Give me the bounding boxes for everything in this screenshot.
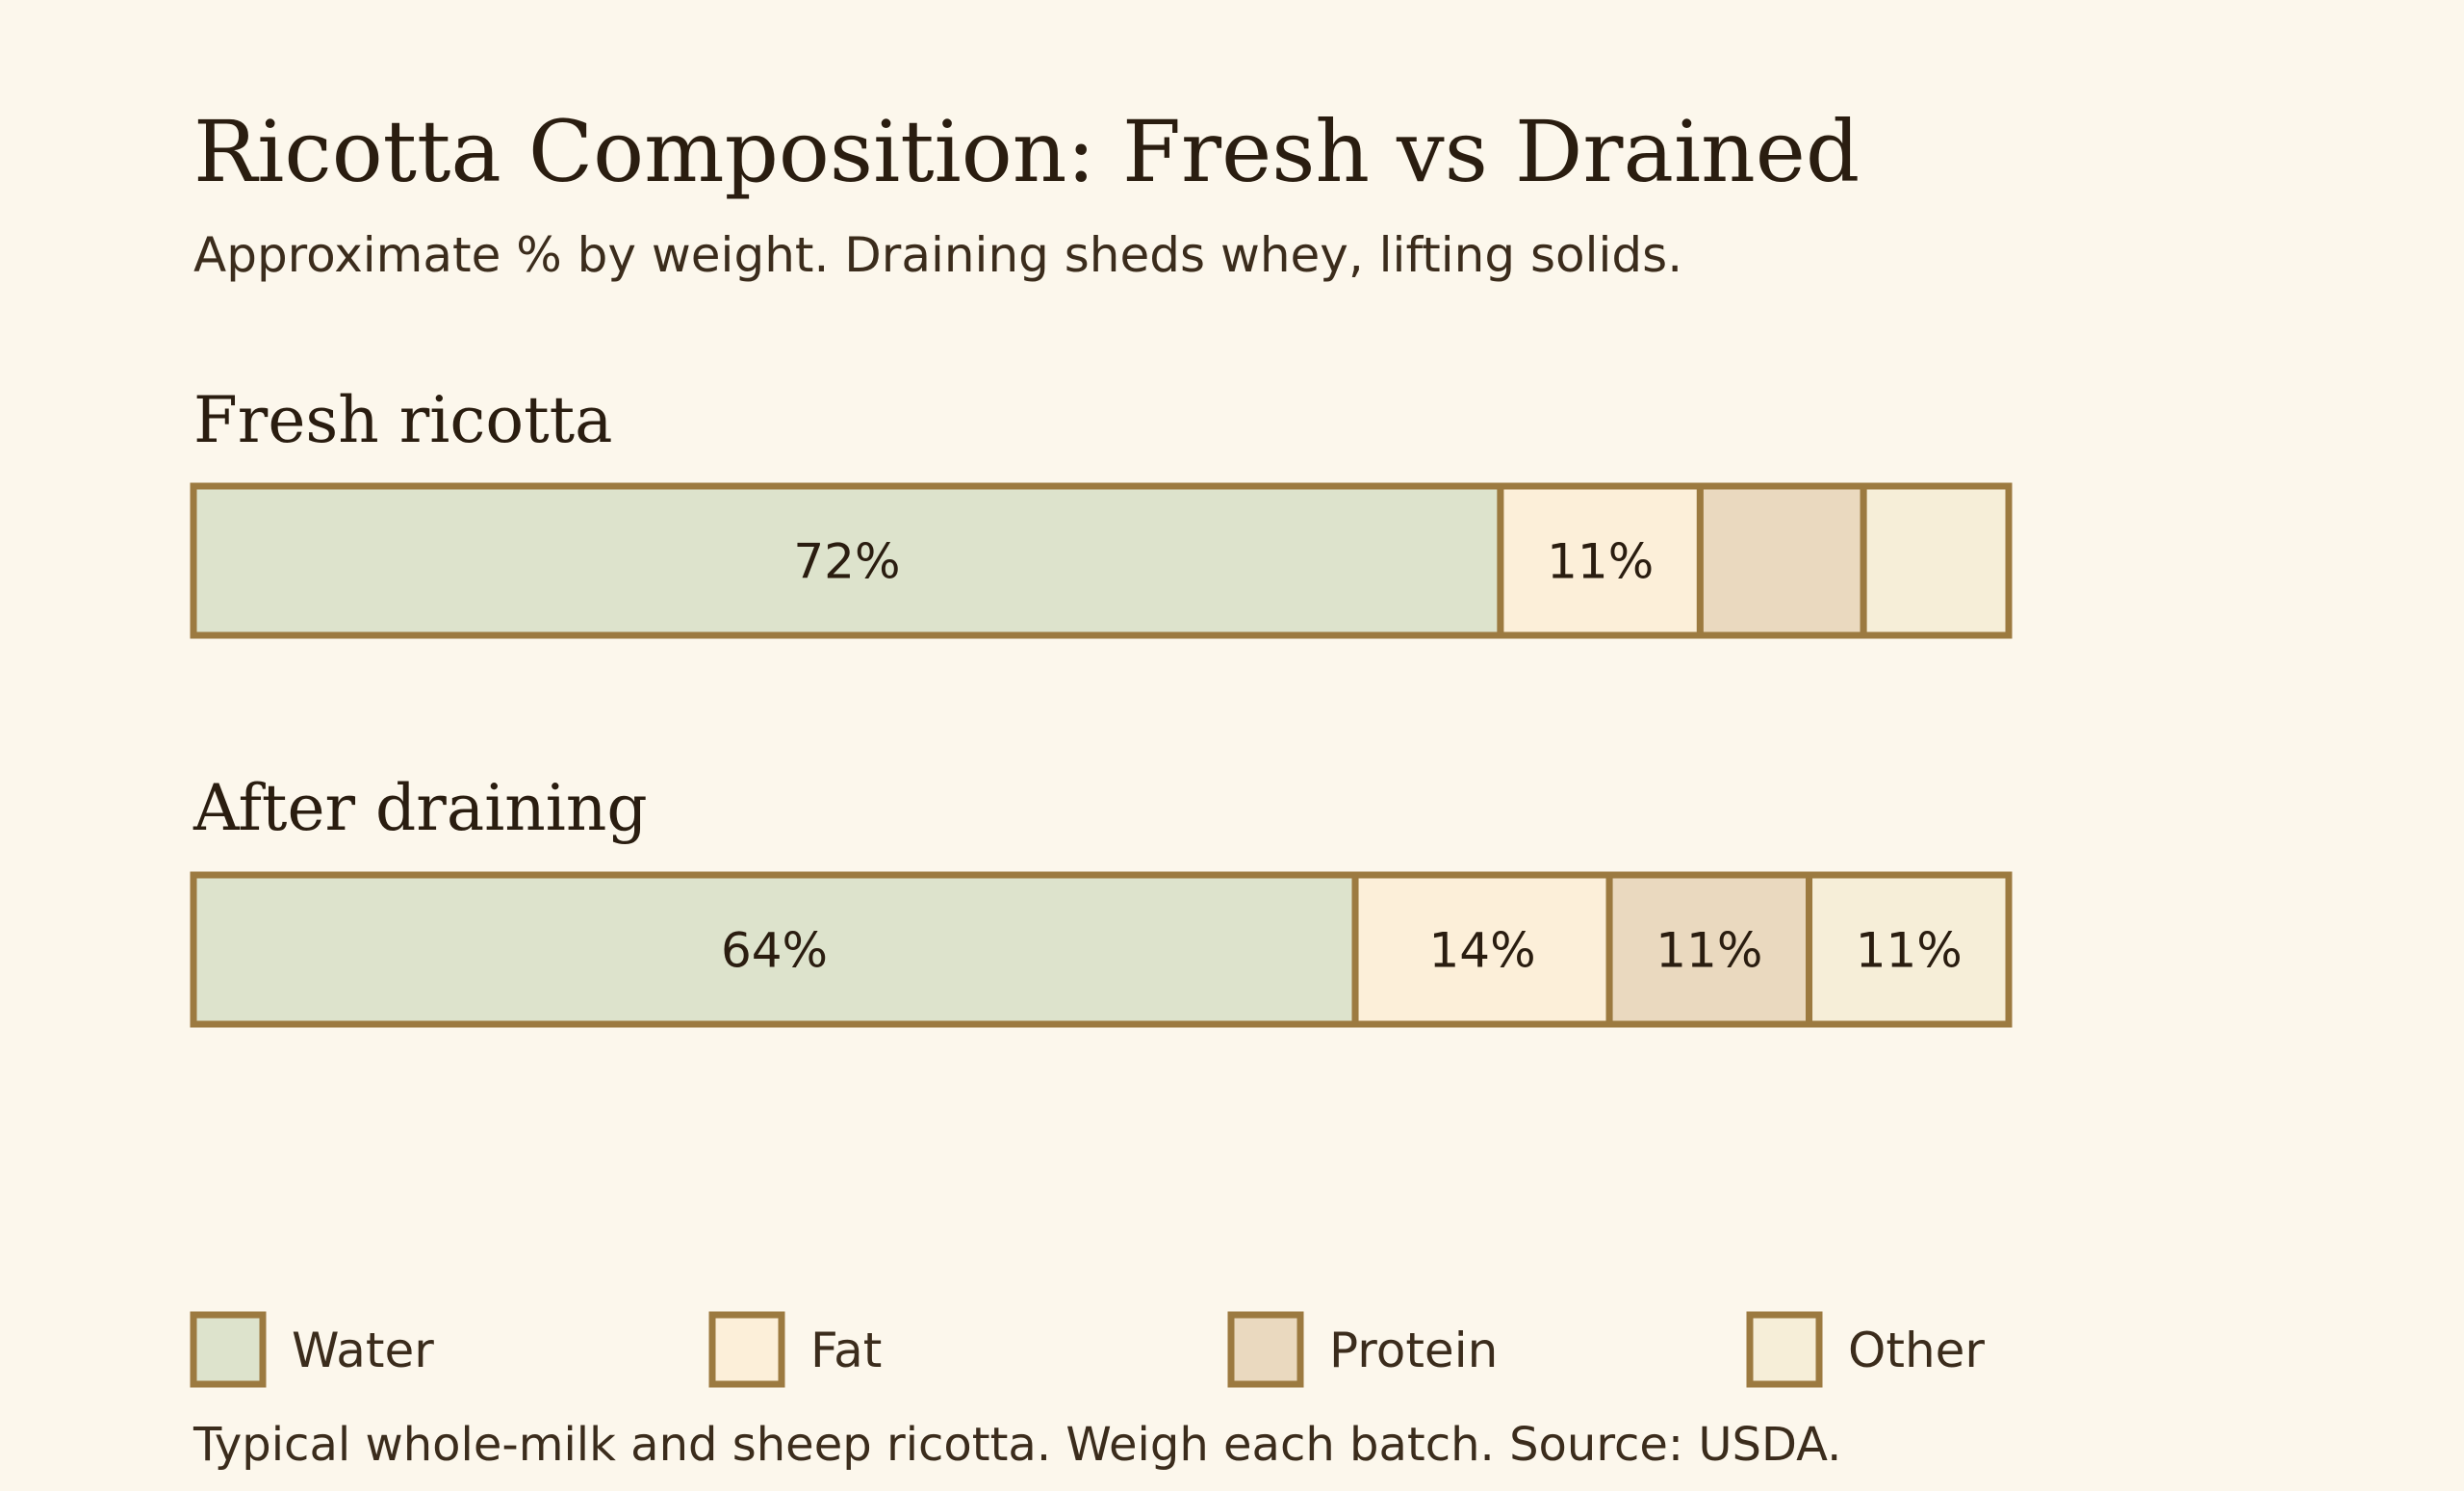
legend: Water Fat Protein Other <box>190 1311 1985 1388</box>
chart-subtitle: Approximate % by weight. Draining sheds … <box>193 227 1682 283</box>
bar-label-other-after-draining: 11% <box>1856 923 1963 979</box>
bar-row-after-draining: After draining 64% 14% 11% 11% <box>190 771 2013 1028</box>
bar-segment-fat-fresh-ricotta <box>1497 482 1704 639</box>
bar-segment-other-after-draining <box>1806 871 2013 1028</box>
chart-footnote: Typical whole-milk and sheep ricotta. We… <box>192 1418 1841 1472</box>
legend-swatch-fat <box>708 1311 785 1388</box>
bar-segment-protein-fresh-ricotta <box>1696 482 1867 639</box>
bar-label-water-fresh-ricotta: 72% <box>793 534 900 590</box>
bar-label-fat-fresh-ricotta: 11% <box>1547 534 1654 590</box>
bar-segment-water-after-draining <box>190 871 1359 1028</box>
legend-item-protein: Protein <box>1227 1311 1498 1388</box>
legend-label-fat: Fat <box>810 1323 882 1378</box>
legend-item-water: Water <box>190 1311 434 1388</box>
legend-swatch-other <box>1746 1311 1823 1388</box>
legend-label-other: Other <box>1848 1323 1985 1378</box>
bar-label-fat-after-draining: 14% <box>1428 923 1535 979</box>
legend-label-water: Water <box>292 1323 434 1378</box>
chart-title: Ricotta Composition: Fresh vs Drained <box>193 102 1860 201</box>
legend-item-other: Other <box>1746 1311 1985 1388</box>
bar-rows: Fresh ricotta 72% 11% After draining 64% 14% 1… <box>190 383 2013 1028</box>
row-label-after-draining: After draining <box>192 771 648 845</box>
legend-item-fat: Fat <box>708 1311 882 1388</box>
bar-row-fresh-ricotta: Fresh ricotta 72% 11% <box>190 383 2013 639</box>
row-label-fresh-ricotta: Fresh ricotta <box>193 383 613 457</box>
bar-segment-water-fresh-ricotta <box>190 482 1504 639</box>
bar-segment-protein-after-draining <box>1605 871 1813 1028</box>
bar-label-water-after-draining: 64% <box>721 923 828 979</box>
bar-label-protein-after-draining: 11% <box>1656 923 1762 979</box>
legend-label-protein: Protein <box>1329 1323 1498 1378</box>
bar-segment-other-fresh-ricotta <box>1860 482 2013 639</box>
legend-swatch-water <box>190 1311 267 1388</box>
legend-swatch-protein <box>1227 1311 1304 1388</box>
